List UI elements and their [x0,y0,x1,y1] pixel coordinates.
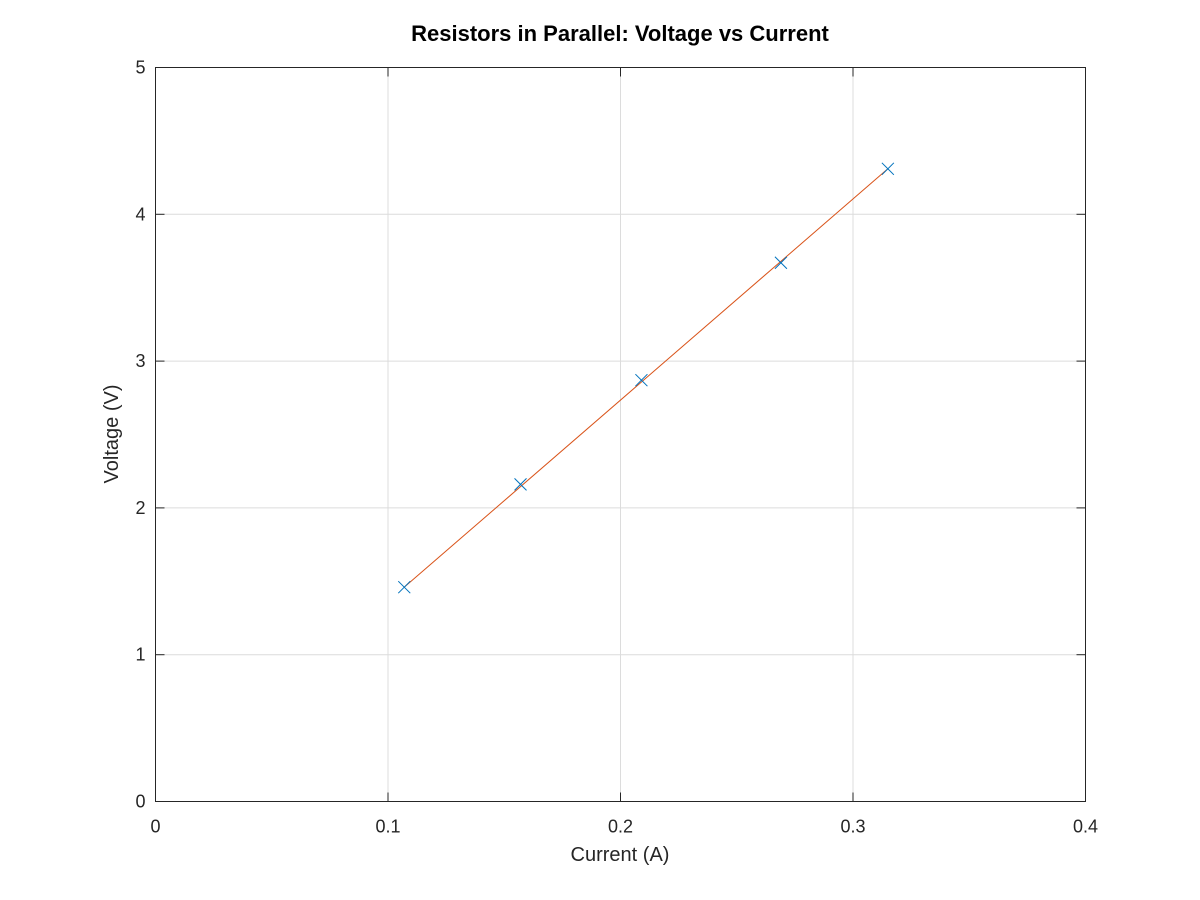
y-tick-label: 5 [135,58,145,78]
x-tick-label: 0.2 [608,817,633,837]
tick-layer: 0 0.1 0.2 0.3 0.4 0 1 2 3 4 5 [135,58,1098,837]
marker-stroke [514,478,527,491]
y-tick-label: 2 [135,498,145,518]
x-tick-label: 0.4 [1073,817,1098,837]
x-tick-label: 0.3 [840,817,865,837]
marker-stroke [774,256,788,270]
y-axis-label: Voltage (V) [101,385,123,484]
fit-line [403,168,889,588]
data-point-marker [397,580,411,594]
data-point-marker [881,162,895,176]
data-point-marker [635,373,648,387]
data-point-marker [774,256,788,270]
marker-stroke [635,373,648,387]
data-point-marker [514,478,527,491]
x-tick-label: 0 [150,817,160,837]
x-tick-label: 0.1 [375,817,400,837]
grid-layer [155,67,1086,802]
y-tick-label: 3 [135,351,145,371]
y-tick-label: 4 [135,204,145,224]
chart-title: Resistors in Parallel: Voltage vs Curren… [411,21,829,46]
marker-stroke [881,162,895,176]
plot-layer [397,162,895,594]
y-tick-label: 1 [135,645,145,665]
x-axis-label: Current (A) [571,844,670,866]
y-tick-label: 0 [135,792,145,812]
marker-stroke [397,580,411,594]
